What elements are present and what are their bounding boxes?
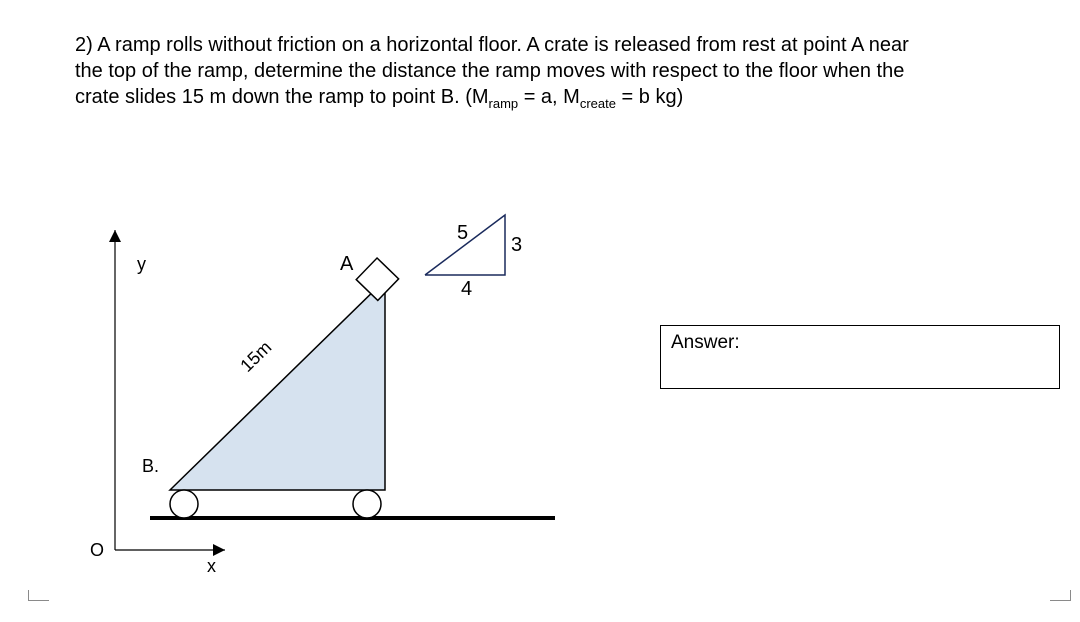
ramp-triangle <box>170 280 385 490</box>
page-corner-right <box>1050 590 1071 601</box>
O-label: O <box>90 540 104 560</box>
tri-4: 4 <box>461 278 472 300</box>
physics-diagram: O y x B. A 15m 5 3 4 <box>75 190 595 590</box>
problem-eq-a: = a, M <box>518 86 580 108</box>
problem-line1: A ramp rolls without friction on a horiz… <box>97 34 909 56</box>
hypotenuse-label: 15m <box>236 337 275 376</box>
answer-label: Answer: <box>671 332 740 353</box>
tri-3: 3 <box>511 234 522 256</box>
wheel-left <box>170 490 198 518</box>
problem-line2: the top of the ramp, determine the dista… <box>75 60 904 82</box>
y-axis-arrow <box>109 230 121 242</box>
x-axis-arrow <box>213 544 225 556</box>
answer-box: Answer: <box>660 325 1060 389</box>
x-label: x <box>207 556 216 576</box>
A-label: A <box>340 253 354 275</box>
problem-eq-b: = b kg) <box>616 86 683 108</box>
crate <box>356 258 398 300</box>
sub-ramp: ramp <box>489 96 519 111</box>
page-corner-left <box>28 590 49 601</box>
sub-create: create <box>580 96 616 111</box>
problem-number: 2) <box>75 34 93 56</box>
tri-5: 5 <box>457 222 468 244</box>
problem-line3-prefix: crate slides 15 m down the ramp to point… <box>75 86 489 108</box>
y-label: y <box>137 254 146 274</box>
wheel-right <box>353 490 381 518</box>
B-label: B. <box>142 456 159 476</box>
problem-text: 2) A ramp rolls without friction on a ho… <box>75 32 995 113</box>
